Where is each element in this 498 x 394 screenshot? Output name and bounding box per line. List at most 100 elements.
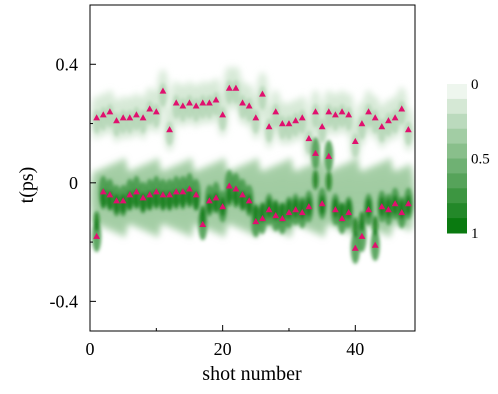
lower-peak-marker: [106, 191, 114, 198]
density-cell: [391, 109, 400, 134]
upper-peak-marker: [391, 114, 399, 121]
x-tick-label: 20: [214, 339, 232, 359]
density-cell: [185, 94, 194, 119]
density-cell: [372, 215, 379, 236]
lower-peak-marker: [192, 191, 200, 198]
lower-peak-marker: [332, 206, 339, 213]
upper-peak-marker: [239, 99, 246, 106]
lower-peak-marker: [278, 214, 286, 222]
density-cell: [311, 103, 320, 128]
upper-peak-marker: [404, 126, 412, 133]
peak-markers: [93, 84, 412, 251]
upper-peak-marker: [318, 123, 326, 130]
upper-peak-marker: [265, 123, 273, 130]
density-cell: [384, 112, 393, 137]
lower-peak-marker: [205, 197, 213, 204]
lower-peak-marker: [113, 197, 120, 204]
density-cell: [324, 103, 333, 128]
upper-peak-marker: [252, 114, 260, 121]
upper-peak-marker: [186, 99, 193, 106]
upper-peak-marker: [166, 126, 173, 133]
density-cell: [186, 187, 193, 208]
y-tick-label: 0: [69, 173, 78, 193]
density-cell: [93, 211, 100, 232]
upper-peak-marker: [371, 114, 379, 121]
lower-peak-marker: [159, 191, 167, 198]
density-cell: [352, 217, 359, 238]
lower-peak-marker: [259, 214, 266, 222]
density-cell: [338, 103, 347, 128]
density-core: [91, 79, 414, 265]
lower-peak-marker: [398, 209, 406, 216]
colorbar-tick-label: 1: [471, 226, 479, 242]
y-tick-label: -0.4: [50, 291, 79, 311]
lower-peak-marker: [365, 206, 372, 213]
upper-peak-marker: [332, 111, 339, 118]
density-cell: [132, 106, 141, 131]
density-cell: [358, 211, 365, 232]
density-cell: [246, 193, 253, 214]
density-cell: [105, 103, 114, 128]
upper-peak-marker: [351, 137, 359, 145]
density-cell: [172, 94, 181, 119]
lower-peak-marker: [93, 232, 101, 239]
lower-peak-marker: [139, 194, 147, 201]
density-cell: [304, 130, 313, 155]
lower-peak-marker: [126, 191, 134, 198]
upper-peak-marker: [192, 102, 200, 109]
lower-peak-marker: [318, 200, 326, 207]
lower-peak-marker: [272, 212, 280, 219]
lower-peak-marker: [146, 191, 154, 198]
upper-peak-marker: [133, 111, 140, 118]
lower-peak-marker: [351, 244, 359, 251]
density-cell: [238, 94, 247, 119]
lower-peak-marker: [166, 191, 173, 198]
upper-peak-marker: [398, 105, 406, 112]
density-cell: [198, 94, 207, 119]
lower-peak-marker: [252, 217, 260, 225]
density-cell: [218, 106, 227, 131]
lower-peak-marker: [305, 203, 313, 210]
lower-peak-marker: [219, 203, 227, 210]
upper-peak-marker: [325, 108, 333, 115]
upper-peak-marker: [179, 102, 187, 109]
lower-peak-marker: [298, 209, 306, 216]
colorbar-level: [447, 128, 467, 145]
upper-peak-marker: [212, 96, 220, 103]
upper-peak-marker: [245, 102, 253, 109]
upper-peak-marker: [199, 99, 207, 106]
density-cell: [252, 203, 259, 224]
lower-peak-marker: [99, 188, 107, 195]
density-cell: [231, 79, 240, 104]
lower-peak-marker: [245, 197, 253, 204]
lower-peak-marker: [325, 152, 333, 159]
y-axis-label: t(ps): [16, 167, 38, 204]
colorbar-level: [447, 218, 467, 234]
density-cell: [265, 118, 274, 143]
upper-peak-marker: [312, 108, 319, 115]
plot-frame: [89, 4, 416, 332]
density-cell: [99, 106, 108, 131]
density-cell: [351, 133, 360, 158]
density-cell: [298, 109, 307, 134]
density-cell: [158, 82, 167, 107]
colorbar-level: [447, 113, 467, 130]
density-cell: [404, 121, 413, 146]
density-cell: [192, 97, 201, 122]
lower-peak-marker: [404, 200, 412, 207]
density-cell: [206, 193, 213, 214]
density-cell: [285, 115, 293, 140]
density-cell: [119, 109, 128, 134]
colorbar-level: [447, 203, 467, 219]
density-cell: [251, 109, 260, 134]
density-cell: [364, 103, 373, 128]
density-cell: [371, 109, 380, 134]
lower-peak-marker: [265, 206, 273, 213]
density-heatmap: [90, 65, 415, 265]
upper-peak-marker: [139, 114, 147, 121]
colorbar-level: [447, 143, 467, 159]
lower-peak-marker: [199, 220, 207, 228]
density-cell: [165, 121, 174, 146]
upper-peak-marker: [278, 120, 286, 127]
